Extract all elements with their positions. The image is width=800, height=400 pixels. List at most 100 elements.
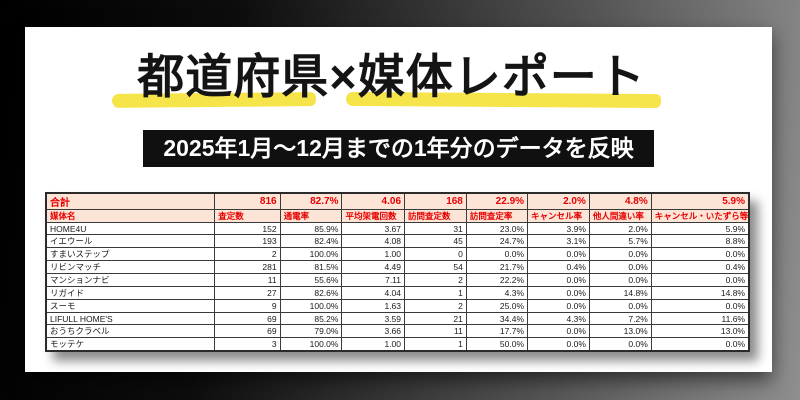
value-cell-5-2: 4.04	[341, 286, 406, 300]
value-cell-5-3: 1	[404, 286, 467, 300]
value-cell-4-2: 7.11	[341, 273, 406, 287]
report-table-body: 合計 816 82.7% 4.06 168 22.9% 2.0% 4.8% 5.9% 媒体名 査定数…	[45, 192, 750, 352]
media-name-cell: HOME4U	[45, 222, 216, 235]
value-cell-4-4: 22.2%	[465, 273, 529, 287]
value-cell-0-7: 5.9%	[650, 222, 750, 235]
total-value-cell-3: 168	[404, 192, 467, 210]
column-header-cell-5: 訪問査定率	[465, 209, 529, 223]
value-cell-6-1: 100.0%	[279, 299, 343, 313]
media-name-cell: マンションナビ	[45, 273, 216, 287]
total-value-cell-5: 2.0%	[527, 192, 590, 210]
media-name-cell: リビンマッチ	[45, 260, 216, 274]
value-cell-9-0: 3	[214, 337, 281, 352]
media-name-cell: リガイド	[45, 286, 216, 300]
table-row: イエウール 193 82.4% 4.08 45 24.7% 3.1% 5.7% 8.8%	[45, 234, 750, 248]
value-cell-8-3: 11	[404, 324, 467, 338]
column-header-row: 媒体名 査定数 通電率 平均架電回数 訪問査定数 訪問査定率 キャンセル率 他人間違い率 キャン…	[45, 209, 750, 223]
value-cell-0-5: 3.9%	[527, 222, 590, 235]
value-cell-7-1: 85.2%	[279, 312, 343, 325]
table-row: HOME4U 152 85.9% 3.67 31 23.0% 3.9% 2.0% 5.9%	[45, 222, 750, 235]
value-cell-8-2: 3.66	[341, 324, 406, 338]
table-row: スーモ 9 100.0% 1.63 2 25.0% 0.0% 0.0% 0.0%	[45, 299, 750, 313]
value-cell-5-4: 4.3%	[465, 286, 529, 300]
value-cell-5-0: 27	[214, 286, 281, 300]
value-cell-1-6: 5.7%	[588, 234, 652, 248]
total-label-cell: 合計	[45, 192, 216, 210]
value-cell-6-2: 1.63	[341, 299, 406, 313]
value-cell-9-1: 100.0%	[279, 337, 343, 352]
value-cell-2-5: 0.0%	[527, 247, 590, 261]
value-cell-1-3: 45	[404, 234, 467, 248]
value-cell-2-3: 0	[404, 247, 467, 261]
value-cell-0-2: 3.67	[341, 222, 406, 235]
value-cell-7-3: 21	[404, 312, 467, 325]
value-cell-3-5: 0.4%	[527, 260, 590, 274]
value-cell-1-0: 193	[214, 234, 281, 248]
value-cell-0-4: 23.0%	[465, 222, 529, 235]
value-cell-5-6: 14.8%	[588, 286, 652, 300]
value-cell-5-1: 82.6%	[279, 286, 343, 300]
value-cell-4-7: 0.0%	[650, 273, 750, 287]
value-cell-3-3: 54	[404, 260, 467, 274]
value-cell-1-5: 3.1%	[527, 234, 590, 248]
media-name-cell: すまいステップ	[45, 247, 216, 261]
value-cell-9-5: 0.0%	[527, 337, 590, 352]
total-value-cell-6: 4.8%	[588, 192, 652, 210]
value-cell-8-7: 13.0%	[650, 324, 750, 338]
paper-card: 都道府県×媒体レポート 2025年1月〜12月までの1年分のデータを反映 合計 8…	[25, 27, 772, 372]
value-cell-4-3: 2	[404, 273, 467, 287]
value-cell-6-5: 0.0%	[527, 299, 590, 313]
total-value-cell-2: 4.06	[341, 192, 406, 210]
value-cell-9-3: 1	[404, 337, 467, 352]
value-cell-0-0: 152	[214, 222, 281, 235]
value-cell-8-4: 17.7%	[465, 324, 529, 338]
value-cell-8-1: 79.0%	[279, 324, 343, 338]
value-cell-0-3: 31	[404, 222, 467, 235]
subtitle-banner: 2025年1月〜12月までの1年分のデータを反映	[143, 130, 654, 167]
value-cell-6-6: 0.0%	[588, 299, 652, 313]
column-header-cell-7: 他人間違い率	[588, 209, 652, 223]
value-cell-3-4: 21.7%	[465, 260, 529, 274]
table-row: モッテケ 3 100.0% 1.00 1 50.0% 0.0% 0.0% 0.0%	[45, 337, 750, 352]
table-row: おうちクラベル 69 79.0% 3.66 11 17.7% 0.0% 13.0% 13.0%	[45, 324, 750, 338]
value-cell-7-5: 4.3%	[527, 312, 590, 325]
table-row: LIFULL HOME'S 69 85.2% 3.59 21 34.4% 4.3% 7.2% 1…	[45, 312, 750, 325]
media-name-cell: イエウール	[45, 234, 216, 248]
total-row: 合計 816 82.7% 4.06 168 22.9% 2.0% 4.8% 5.9%	[45, 192, 750, 210]
value-cell-8-6: 13.0%	[588, 324, 652, 338]
total-value-cell-7: 5.9%	[650, 192, 750, 210]
value-cell-4-1: 55.6%	[279, 273, 343, 287]
value-cell-7-7: 11.6%	[650, 312, 750, 325]
value-cell-3-1: 81.5%	[279, 260, 343, 274]
media-name-cell: LIFULL HOME'S	[45, 312, 216, 325]
value-cell-4-5: 0.0%	[527, 273, 590, 287]
total-value-cell-0: 816	[214, 192, 281, 210]
value-cell-9-7: 0.0%	[650, 337, 750, 352]
value-cell-6-3: 2	[404, 299, 467, 313]
column-header-cell-6: キャンセル率	[527, 209, 590, 223]
value-cell-8-5: 0.0%	[527, 324, 590, 338]
total-value-cell-4: 22.9%	[465, 192, 529, 210]
table-row: マンションナビ 11 55.6% 7.11 2 22.2% 0.0% 0.0% 0.0%	[45, 273, 750, 287]
value-cell-0-1: 85.9%	[279, 222, 343, 235]
value-cell-7-0: 69	[214, 312, 281, 325]
media-name-cell: おうちクラベル	[45, 324, 216, 338]
subtitle-banner-wrap: 2025年1月〜12月までの1年分のデータを反映	[25, 130, 772, 167]
value-cell-8-0: 69	[214, 324, 281, 338]
value-cell-6-0: 9	[214, 299, 281, 313]
value-cell-9-4: 50.0%	[465, 337, 529, 352]
column-header-cell-3: 平均架電回数	[341, 209, 406, 223]
value-cell-7-2: 3.59	[341, 312, 406, 325]
page-title: 都道府県×媒体レポート	[137, 50, 646, 103]
value-cell-1-2: 4.08	[341, 234, 406, 248]
media-name-cell: モッテケ	[45, 337, 216, 352]
value-cell-6-7: 0.0%	[650, 299, 750, 313]
column-header-cell-4: 訪問査定数	[404, 209, 467, 223]
table-row: リガイド 27 82.6% 4.04 1 4.3% 0.0% 14.8% 14.8%	[45, 286, 750, 300]
value-cell-3-7: 0.4%	[650, 260, 750, 274]
value-cell-7-6: 7.2%	[588, 312, 652, 325]
value-cell-3-0: 281	[214, 260, 281, 274]
value-cell-4-0: 11	[214, 273, 281, 287]
value-cell-5-7: 14.8%	[650, 286, 750, 300]
